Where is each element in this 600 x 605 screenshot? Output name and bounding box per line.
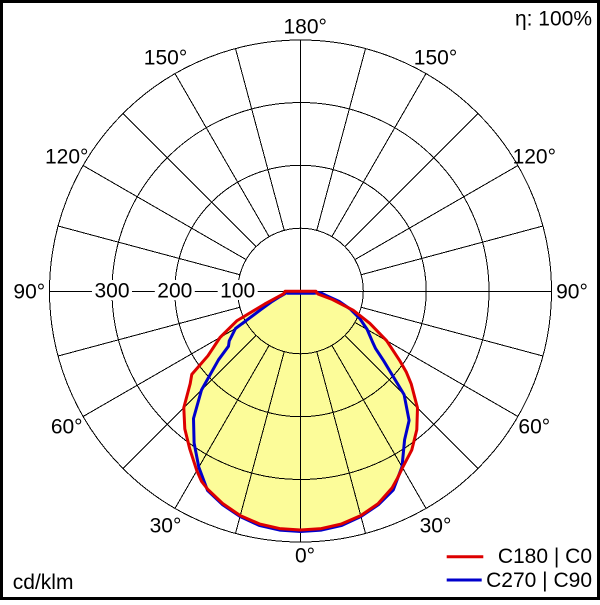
svg-text:0°: 0°	[295, 544, 315, 567]
svg-text:90°: 90°	[556, 281, 588, 304]
svg-text:cd/klm: cd/klm	[13, 571, 74, 594]
svg-text:30°: 30°	[150, 514, 182, 537]
svg-text:150°: 150°	[414, 47, 457, 70]
svg-text:150°: 150°	[144, 47, 187, 70]
svg-text:60°: 60°	[51, 416, 83, 439]
svg-text:200: 200	[157, 280, 192, 303]
svg-text:120°: 120°	[45, 146, 88, 169]
svg-text:100: 100	[220, 280, 255, 303]
svg-text:300: 300	[94, 280, 129, 303]
svg-text:η: 100%: η: 100%	[515, 7, 592, 30]
svg-text:C270 | C90: C270 | C90	[486, 569, 592, 592]
svg-text:30°: 30°	[420, 514, 452, 537]
svg-text:60°: 60°	[518, 416, 550, 439]
svg-text:180°: 180°	[284, 16, 327, 39]
svg-text:90°: 90°	[13, 281, 45, 304]
svg-text:120°: 120°	[513, 146, 556, 169]
svg-text:C180 | C0: C180 | C0	[498, 545, 592, 568]
